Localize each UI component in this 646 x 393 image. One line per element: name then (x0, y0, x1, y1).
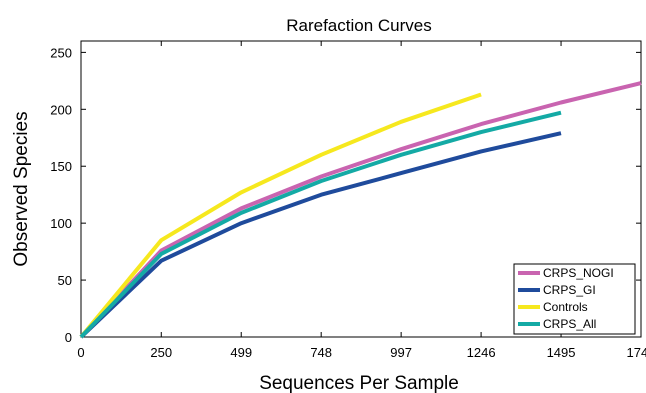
series-line-crps-all (79, 110, 562, 339)
plot-frame (80, 40, 642, 338)
y-tick-label: 150 (50, 159, 72, 174)
x-tick-label: 250 (150, 345, 172, 360)
x-axis-title: Sequences Per Sample (259, 373, 459, 393)
x-tick-label: 0 (77, 345, 84, 360)
chart-title: Rarefaction Curves (286, 16, 432, 35)
y-axis-title: Observed Species (11, 111, 32, 266)
y-tick-label: 50 (58, 273, 72, 288)
legend-label: CRPS_NOGI (543, 266, 614, 280)
legend-label: Controls (543, 300, 588, 314)
x-tick-label: 1744 (627, 345, 646, 360)
x-tick-label: 748 (310, 345, 332, 360)
y-tick-label: 200 (50, 102, 72, 117)
x-tick-label: 1495 (547, 345, 576, 360)
y-tick-label: 100 (50, 216, 72, 231)
series-line-crps-gi (79, 131, 562, 339)
legend-label: CRPS_GI (543, 283, 596, 297)
y-axis-ticks: 0 50 100 150 200 250 (50, 45, 641, 345)
y-tick-label: 0 (65, 330, 72, 345)
x-tick-label: 499 (230, 345, 252, 360)
legend-label: CRPS_All (543, 317, 596, 331)
y-tick-label: 250 (50, 45, 72, 60)
x-tick-label: 1246 (467, 345, 496, 360)
x-tick-label: 997 (390, 345, 412, 360)
series-lines (79, 81, 642, 339)
series-line-controls (79, 92, 482, 339)
legend: CRPS_NOGI CRPS_GI Controls CRPS_All (513, 263, 636, 335)
series-line-crps-nogi (79, 81, 642, 339)
